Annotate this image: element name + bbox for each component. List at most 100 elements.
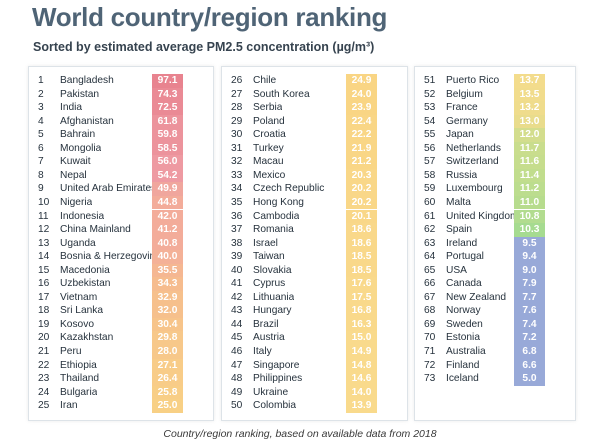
- pm25-value: 10.3: [514, 223, 545, 237]
- country-name: Kosovo: [60, 318, 94, 330]
- pm25-value: 7.9: [514, 277, 545, 291]
- table-row: 10 Nigeria 44.8: [29, 195, 213, 210]
- rank-number: 56: [424, 142, 436, 154]
- country-name: Serbia: [253, 102, 283, 114]
- pm25-value: 11.4: [514, 168, 545, 183]
- country-name: Czech Republic: [253, 183, 325, 195]
- country-name: Kazakhstan: [60, 332, 114, 344]
- pm25-value: 40.0: [152, 250, 183, 264]
- pm25-value: 14.0: [346, 385, 377, 400]
- country-name: Ireland: [446, 237, 478, 249]
- country-name: Portugal: [446, 251, 484, 263]
- rank-number: 16: [38, 278, 50, 290]
- rank-number: 68: [424, 305, 436, 317]
- pm25-value: 20.2: [346, 182, 377, 196]
- pm25-value: 24.0: [346, 87, 377, 102]
- country-name: Russia: [446, 169, 478, 181]
- pm25-value: 14.6: [346, 372, 377, 386]
- table-row: 37 Romania 18.6: [222, 223, 407, 237]
- table-row: 47 Singapore 14.8: [222, 358, 407, 373]
- rank-number: 1: [38, 75, 44, 86]
- pm25-value: 7.6: [514, 304, 545, 318]
- table-row: 73 Iceland 5.0: [415, 372, 575, 386]
- country-name: Thailand: [60, 373, 100, 385]
- country-name: Sweden: [446, 318, 483, 330]
- rank-number: 44: [231, 318, 243, 330]
- country-name: Hungary: [253, 305, 292, 317]
- country-name: Ukraine: [253, 386, 289, 398]
- rank-number: 29: [231, 115, 243, 127]
- country-name: Romania: [253, 224, 294, 236]
- pm25-value: 23.9: [346, 101, 377, 115]
- table-row: 29 Poland 22.4: [222, 114, 407, 129]
- pm25-value: 7.2: [514, 331, 545, 345]
- pm25-value: 18.5: [346, 263, 377, 278]
- country-name: Bulgaria: [60, 386, 98, 398]
- country-name: India: [60, 102, 83, 114]
- country-name: Bosnia & Herzegovina: [60, 251, 161, 263]
- pm25-value: 9.0: [514, 263, 545, 278]
- table-row: 4 Afghanistan 61.8: [29, 114, 213, 129]
- pm25-value: 14.9: [346, 345, 377, 359]
- rank-number: 21: [38, 346, 50, 357]
- country-name: Taiwan: [253, 251, 285, 263]
- pm25-value: 20.3: [346, 168, 377, 183]
- country-name: Afghanistan: [60, 115, 114, 127]
- table-row: 24 Bulgaria 25.8: [29, 385, 213, 400]
- table-row: 25 Iran 25.0: [29, 399, 213, 413]
- country-name: Indonesia: [60, 210, 105, 222]
- rank-number: 8: [38, 169, 44, 181]
- rank-number: 66: [424, 278, 436, 290]
- pm25-value: 9.5: [514, 236, 545, 251]
- country-name: Colombia: [253, 400, 297, 412]
- pm25-value: 11.7: [514, 141, 545, 156]
- table-row: 15 Macedonia 35.5: [29, 263, 213, 278]
- rank-number: 33: [231, 169, 243, 181]
- country-name: South Korea: [253, 88, 310, 100]
- rank-number: 2: [38, 88, 44, 100]
- pm25-value: 26.4: [152, 372, 183, 386]
- table-row: 71 Australia 6.8: [415, 345, 575, 359]
- pm25-value: 13.9: [346, 399, 377, 413]
- table-row: 33 Mexico 20.3: [222, 168, 407, 183]
- rank-number: 26: [231, 75, 243, 86]
- table-row: 2 Pakistan 74.3: [29, 87, 213, 102]
- rank-number: 27: [231, 88, 243, 100]
- country-name: China Mainland: [60, 224, 131, 236]
- table-row: 43 Hungary 16.8: [222, 304, 407, 318]
- table-row: 52 Belgium 13.5: [415, 87, 575, 102]
- country-name: Ethiopia: [60, 359, 97, 371]
- table-row: 16 Uzbekistan 34.3: [29, 277, 213, 291]
- country-name: Bangladesh: [60, 75, 114, 86]
- rank-number: 24: [38, 386, 50, 398]
- page-title: World country/region ranking: [32, 2, 388, 32]
- pm25-value: 44.8: [152, 195, 183, 210]
- pm25-value: 10.8: [514, 209, 545, 223]
- table-row: 20 Kazakhstan 29.8: [29, 331, 213, 345]
- pm25-value: 16.8: [346, 304, 377, 318]
- table-row: 58 Russia 11.4: [415, 168, 575, 183]
- pm25-value: 74.3: [152, 87, 183, 102]
- pm25-value: 59.8: [152, 128, 183, 142]
- country-name: Mongolia: [60, 142, 102, 154]
- rank-number: 40: [231, 264, 243, 276]
- table-row: 50 Colombia 13.9: [222, 399, 407, 413]
- country-name: Poland: [253, 115, 285, 127]
- table-row: 45 Austria 15.0: [222, 331, 407, 345]
- rank-number: 15: [38, 264, 50, 276]
- pm25-value: 7.7: [514, 290, 545, 305]
- rank-number: 43: [231, 305, 243, 317]
- rank-number: 10: [38, 196, 50, 208]
- rank-number: 59: [424, 183, 436, 195]
- country-name: United Arab Emirates: [60, 183, 157, 195]
- pm25-value: 21.9: [346, 141, 377, 156]
- table-row: 55 Japan 12.0: [415, 128, 575, 142]
- table-row: 19 Kosovo 30.4: [29, 317, 213, 332]
- table-row: 56 Netherlands 11.7: [415, 141, 575, 156]
- country-name: Uganda: [60, 237, 96, 249]
- table-row: 31 Turkey 21.9: [222, 141, 407, 156]
- rank-number: 25: [38, 400, 50, 412]
- table-row: 54 Germany 13.0: [415, 114, 575, 129]
- pm25-value: 7.4: [514, 317, 545, 332]
- rank-number: 12: [38, 224, 50, 236]
